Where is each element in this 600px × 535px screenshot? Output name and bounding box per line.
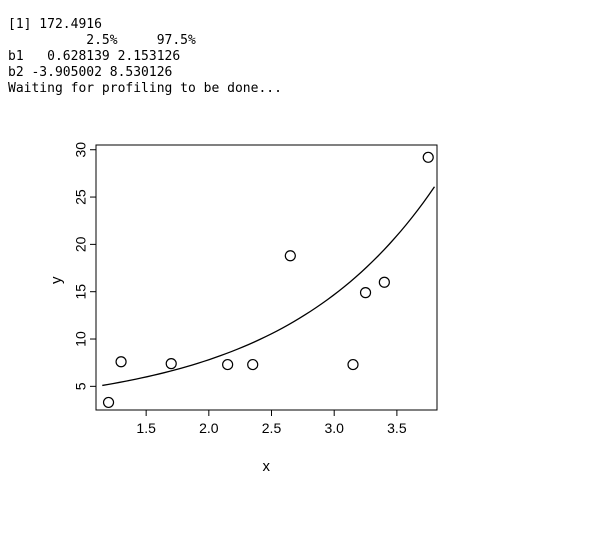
- data-point: [348, 360, 358, 370]
- data-point: [423, 152, 433, 162]
- data-point: [361, 288, 371, 298]
- y-tick-label: 20: [73, 236, 89, 252]
- data-point: [285, 251, 295, 261]
- x-tick-label: 1.5: [136, 420, 156, 436]
- data-point: [116, 357, 126, 367]
- x-tick-label: 3.5: [387, 420, 407, 436]
- data-point: [223, 360, 233, 370]
- data-point: [379, 277, 389, 287]
- y-tick-label: 5: [73, 382, 89, 390]
- data-point: [248, 360, 258, 370]
- x-axis-label: x: [263, 458, 271, 475]
- x-tick-label: 2.5: [262, 420, 282, 436]
- y-tick-label: 10: [73, 331, 89, 347]
- y-tick-label: 25: [73, 189, 89, 205]
- y-tick-label: 15: [73, 284, 89, 300]
- x-tick-label: 3.0: [324, 420, 344, 436]
- data-point: [104, 397, 114, 407]
- fitted-curve: [102, 187, 434, 386]
- y-tick-label: 30: [73, 142, 89, 158]
- data-point: [166, 359, 176, 369]
- x-tick-label: 2.0: [199, 420, 219, 436]
- y-axis-label: y: [48, 276, 65, 284]
- scatter-plot: 1.5 2.0 2.5 3.0 3.5 5 10 15 20 25 30: [0, 0, 600, 535]
